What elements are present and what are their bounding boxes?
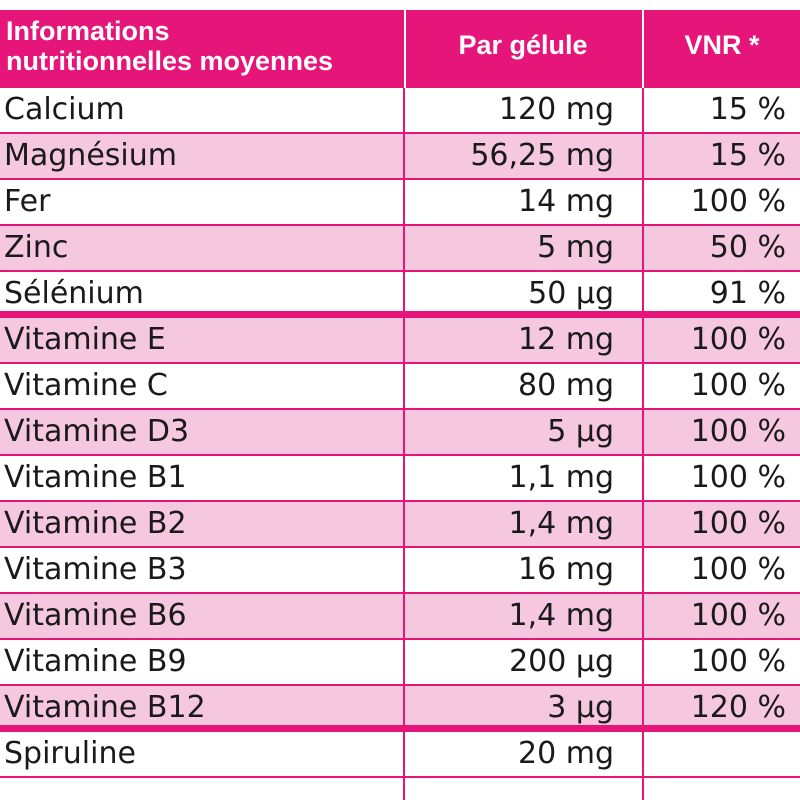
nutrient-name: Vitamine B2 [4,506,187,541]
nutrient-name: Vitamine B6 [4,598,187,633]
amount-per-capsule: 50 µg [528,276,614,311]
vnr-value: 15 % [709,138,786,173]
vnr-value: 120 % [690,690,786,725]
vnr-value: 100 % [690,184,786,219]
table-row: Vitamine E 12 mg 100 % [0,318,800,364]
table-row: Spiruline 20 mg [0,732,800,778]
amount-per-capsule: 1,4 mg [508,506,614,541]
table-row: Vitamine D3 5 µg 100 % [0,410,800,456]
table-row: Vitamine B3 16 mg 100 % [0,548,800,594]
vnr-value [644,732,786,776]
amount-per-capsule: 1,1 mg [508,460,614,495]
vnr-value: 50 % [709,230,786,265]
header-per-capsule: Par gélule [458,30,588,60]
amount-per-capsule: 14 mg [518,184,614,219]
table-row: Zinc 5 mg 50 % [0,226,800,272]
table-row: Vitamine B9 200 µg 100 % [0,640,800,686]
vnr-value: 100 % [690,460,786,495]
vnr-value: 100 % [690,552,786,587]
nutrient-name: Vitamine D3 [4,414,190,449]
amount-per-capsule: 56,25 mg [470,138,614,173]
table-row: Sélénium 50 µg 91 % [0,272,800,318]
amount-per-capsule: 12 mg [518,322,614,357]
vnr-value: 100 % [690,322,786,357]
nutrient-name: Zinc [4,230,69,265]
nutrient-name: Vitamine E [4,322,166,357]
nutrient-name: Spiruline [4,736,136,771]
header-vnr: VNR * [684,30,760,60]
amount-per-capsule: 5 µg [547,414,614,449]
header-divider [404,10,406,88]
nutrient-name: Sélénium [4,276,144,311]
vnr-value: 100 % [690,598,786,633]
nutrient-name: Fer [4,184,51,219]
column-divider [642,88,644,800]
amount-per-capsule: 16 mg [518,552,614,587]
table-row: Magnésium 56,25 mg 15 % [0,134,800,180]
amount-per-capsule: 5 mg [537,230,614,265]
vnr-value: 100 % [690,644,786,679]
vnr-value: 91 % [709,276,786,311]
vnr-value: 100 % [690,414,786,449]
nutrient-name: Vitamine B9 [4,644,187,679]
amount-per-capsule: 120 mg [498,92,614,127]
header-nutrition-info: Informations nutritionnelles moyennes [6,16,406,76]
table-row: Fer 14 mg 100 % [0,180,800,226]
table-row: Vitamine C 80 mg 100 % [0,364,800,410]
table-row: Vitamine B2 1,4 mg 100 % [0,502,800,548]
column-divider [403,88,405,800]
table-header [0,10,800,88]
nutrient-name: Vitamine C [4,368,168,403]
header-divider [642,10,644,88]
table-row: Vitamine B12 3 µg 120 % [0,686,800,732]
nutrient-name: Vitamine B3 [4,552,187,587]
nutrient-name: Magnésium [4,138,177,173]
table-row: Vitamine B1 1,1 mg 100 % [0,456,800,502]
header-nutrition-info-line2: nutritionnelles moyennes [6,46,334,76]
header-nutrition-info-line1: Informations [6,16,170,46]
table-row: Vitamine B6 1,4 mg 100 % [0,594,800,640]
nutrient-name: Calcium [4,92,125,127]
amount-per-capsule: 20 mg [518,736,614,771]
table-body: Calcium 120 mg 15 % Magnésium 56,25 mg 1… [0,88,800,778]
amount-per-capsule: 3 µg [547,690,614,725]
vnr-value: 100 % [690,368,786,403]
nutrient-name: Vitamine B1 [4,460,187,495]
amount-per-capsule: 1,4 mg [508,598,614,633]
amount-per-capsule: 80 mg [518,368,614,403]
nutrient-name: Vitamine B12 [4,690,206,725]
table-row: Calcium 120 mg 15 % [0,88,800,134]
amount-per-capsule: 200 µg [509,644,614,679]
vnr-value: 15 % [709,92,786,127]
vnr-value: 100 % [690,506,786,541]
